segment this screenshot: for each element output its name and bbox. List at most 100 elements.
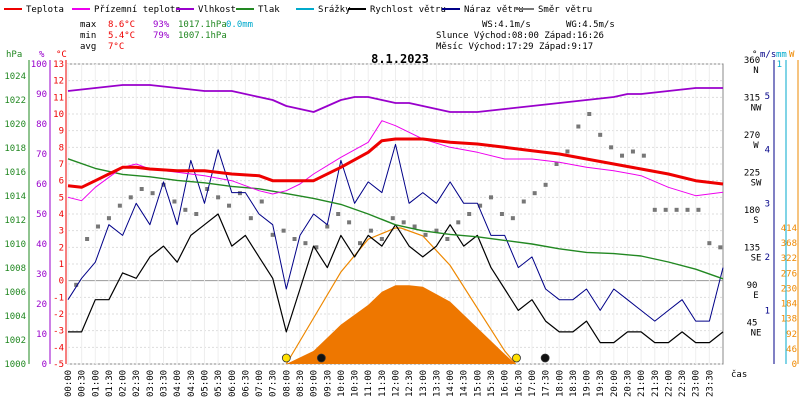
dir-tick-7: NE	[751, 329, 762, 339]
hpa-tick-6: 1012	[4, 216, 26, 226]
wind-direction-point	[532, 191, 537, 196]
stat-max-press: 1017.1hPa	[178, 20, 227, 30]
c-tick-11: 2	[59, 243, 64, 253]
mm-axis-title: mm	[776, 50, 787, 60]
info-block: WS:4.1m/s WG:4.5m/s Slunce Východ:08:00 …	[436, 20, 615, 52]
wind-direction-point	[423, 232, 428, 237]
wind-direction-point	[139, 187, 144, 191]
time-tick-34: 17:00	[528, 370, 538, 397]
stat-max-temp: 8.6°C	[108, 20, 135, 30]
wind-direction-point	[609, 145, 614, 150]
c-tick-17: -4	[53, 343, 64, 353]
c-tick-14: -1	[53, 293, 64, 303]
w-tick-0: 414	[781, 224, 797, 234]
wind-direction-point	[685, 207, 690, 212]
time-tick-6: 03:00	[146, 370, 156, 397]
dir-tick-1: NW	[751, 104, 762, 114]
time-tick-18: 09:00	[310, 370, 320, 397]
c-tick-0: 13	[53, 60, 64, 70]
c-tick-7: 6	[59, 177, 64, 187]
wind-direction-point	[161, 182, 166, 187]
sunset-marker	[512, 353, 521, 363]
wind-direction-point	[663, 207, 668, 212]
wind-direction-point	[128, 195, 133, 200]
hpa-tick-9: 1006	[4, 288, 26, 298]
deg-tick-3: 225	[744, 169, 760, 179]
time-tick-38: 19:00	[583, 370, 593, 397]
wind-direction-point	[554, 162, 559, 166]
wind-direction-point	[314, 245, 319, 250]
sunrise-marker	[281, 353, 291, 363]
wind-direction-point	[499, 212, 504, 216]
deg-tick-0: 360	[744, 56, 760, 66]
wind-direction-point	[74, 282, 79, 287]
stat-min-temp: 5.4°C	[108, 31, 135, 41]
c-tick-3: 10	[53, 110, 64, 120]
wind-direction-point	[259, 199, 264, 204]
humidity-line	[67, 84, 723, 113]
wind-direction-point	[598, 132, 603, 137]
c-tick-5: 8	[59, 143, 64, 153]
deg-tick-1: 315	[744, 94, 760, 104]
time-tick-13: 06:30	[241, 370, 251, 397]
hpa-tick-12: 1000	[4, 360, 26, 370]
wind-direction-point	[674, 207, 679, 212]
hpa-tick-10: 1004	[4, 312, 26, 322]
w-tick-5: 184	[781, 300, 797, 310]
wind-direction-point	[576, 124, 581, 129]
time-tick-35: 17:30	[542, 370, 552, 397]
c-tick-8: 5	[59, 193, 64, 203]
time-tick-12: 06:00	[228, 370, 238, 397]
legend-label-0: Teplota	[26, 5, 64, 15]
wind-direction-point	[237, 191, 242, 196]
wind-direction-point	[106, 216, 111, 221]
pct-tick-2: 80	[36, 120, 47, 130]
time-tick-2: 01:00	[91, 370, 101, 397]
wind-direction-point	[194, 212, 199, 216]
stat-min-hum: 79%	[153, 31, 170, 41]
time-tick-4: 02:00	[119, 370, 129, 397]
ms-tick-3: 2	[765, 253, 770, 263]
time-tick-42: 21:00	[637, 370, 647, 397]
wind-direction-point	[358, 241, 363, 246]
wind-direction-point	[565, 149, 570, 154]
time-tick-1: 00:30	[78, 370, 88, 397]
w-tick-6: 138	[781, 315, 797, 325]
hpa-tick-0: 1024	[4, 72, 26, 82]
wind-direction-point	[652, 207, 657, 212]
time-tick-28: 14:00	[446, 370, 456, 397]
c-tick-15: -2	[53, 310, 64, 320]
stat-min-press: 1007.1hPa	[178, 31, 227, 41]
time-tick-36: 18:00	[555, 370, 565, 397]
time-tick-17: 08:30	[296, 370, 306, 397]
time-tick-26: 13:00	[419, 370, 429, 397]
w-tick-7: 92	[786, 330, 797, 340]
time-tick-3: 01:30	[105, 370, 115, 397]
wind-direction-point	[281, 228, 286, 233]
wind-direction-point	[456, 220, 461, 225]
mm-tick-0: 1	[777, 60, 782, 70]
ground-temperature-line	[67, 120, 724, 202]
dir-tick-3: SW	[751, 179, 762, 189]
time-tick-15: 07:30	[269, 370, 279, 397]
dir-tick-4: S	[753, 216, 758, 226]
time-tick-31: 15:30	[487, 370, 497, 397]
chart-title: 8.1.2023	[371, 52, 429, 66]
c-tick-4: 9	[59, 127, 64, 137]
legend-label-5: Rychlost větru	[370, 5, 446, 15]
c-tick-13: 0	[59, 277, 64, 287]
wind-direction-point	[347, 220, 352, 225]
time-tick-40: 20:00	[610, 370, 620, 397]
wind-direction-point	[292, 237, 297, 241]
solar-area	[286, 285, 516, 364]
wind-direction-point	[401, 220, 406, 225]
w-tick-2: 322	[781, 254, 797, 264]
wind-direction-point	[543, 182, 548, 187]
time-tick-46: 23:00	[692, 370, 702, 397]
ms-tick-1: 4	[765, 146, 770, 156]
grid	[67, 63, 724, 365]
stat-max-hum: 93%	[153, 20, 170, 30]
wind-direction-point	[434, 228, 439, 233]
